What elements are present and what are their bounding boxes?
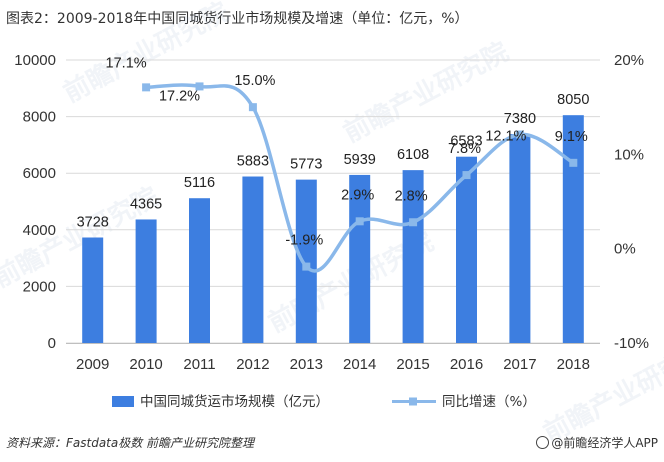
x-tick-2018: 2018 xyxy=(557,356,590,373)
x-axis: 2009 2010 2011 2012 2013 2014 2015 2016 2017 2018 xyxy=(76,356,590,373)
growth-marker-2017 xyxy=(515,130,524,139)
bar-label-2013: 5773 xyxy=(290,157,322,173)
bar-label-2010: 4365 xyxy=(130,196,162,212)
bar-2009 xyxy=(82,237,104,343)
y-tick-6000: 6000 xyxy=(23,165,56,182)
bar-label-2017: 7380 xyxy=(504,111,536,127)
x-tick-2015: 2015 xyxy=(396,356,429,373)
y-tick-4000: 4000 xyxy=(23,222,56,239)
growth-marker-2016 xyxy=(462,171,471,180)
bar-2016 xyxy=(456,156,477,343)
y2-tick-3: 20% xyxy=(614,52,644,69)
growth-marker-2014 xyxy=(355,217,364,226)
legend-line-label: 同比增速（%） xyxy=(442,394,536,410)
x-tick-2011: 2011 xyxy=(183,356,215,373)
x-tick-2017: 2017 xyxy=(503,356,536,373)
line-label-2017: 12.1% xyxy=(485,129,526,145)
bar-label-2018: 8050 xyxy=(557,92,589,108)
bar-2015 xyxy=(402,170,424,343)
bar-2018 xyxy=(562,115,584,343)
line-series xyxy=(142,82,578,273)
legend: 中国同城货运市场规模（亿元） 同比增速（%） xyxy=(112,393,536,410)
y-tick-10000: 10000 xyxy=(14,52,56,69)
line-label-2018: 9.1% xyxy=(555,129,588,145)
bar-series xyxy=(82,115,584,343)
bar-2011 xyxy=(189,198,210,343)
legend-bar-label: 中国同城货运市场规模（亿元） xyxy=(140,393,329,410)
bar-label-2009: 3728 xyxy=(77,214,109,230)
y-tick-8000: 8000 xyxy=(23,109,56,126)
x-tick-2016: 2016 xyxy=(450,356,483,373)
line-label-2010: 17.1% xyxy=(106,55,147,71)
line-label-2013: -1.9% xyxy=(285,233,323,249)
at-icon xyxy=(536,436,550,449)
y-tick-2000: 2000 xyxy=(23,278,56,295)
brand-credit: @前瞻经济学人APP xyxy=(536,434,658,451)
line-label-2016: 7.8% xyxy=(448,141,481,157)
growth-marker-2018 xyxy=(569,158,578,167)
bar-label-2016: 6583 xyxy=(450,134,482,150)
y-axis-right: -10% 0% 10% 20% xyxy=(614,52,649,352)
x-tick-2009: 2009 xyxy=(76,356,109,373)
x-tick-2014: 2014 xyxy=(343,356,376,373)
y-tick-0: 0 xyxy=(48,335,56,352)
line-label-2011: 17.2% xyxy=(159,88,200,104)
bar-label-2012: 5883 xyxy=(237,154,269,170)
bar-labels: 3728 4365 5116 5883 5773 5939 6108 6583 7380 8050 xyxy=(77,92,590,230)
y2-tick-0: -10% xyxy=(614,335,649,352)
line-label-2012: 15.0% xyxy=(234,73,275,89)
x-tick-2013: 2013 xyxy=(290,356,323,373)
y-axis-left: 0 2000 4000 6000 8000 10000 xyxy=(14,52,56,352)
bar-2017 xyxy=(509,134,531,343)
growth-line xyxy=(146,83,575,273)
source-note: 资料来源：Fastdata极数 前瞻产业研究院整理 xyxy=(6,436,255,450)
bar-2013 xyxy=(295,179,317,343)
y2-tick-1: 0% xyxy=(614,241,636,258)
bar-label-2014: 5939 xyxy=(344,152,376,168)
bar-label-2011: 5116 xyxy=(184,175,215,191)
y2-tick-2: 10% xyxy=(614,146,644,163)
bar-2010 xyxy=(135,219,157,343)
growth-marker-2015 xyxy=(409,218,418,227)
growth-marker-2013 xyxy=(302,262,311,271)
brand-text: @前瞻经济学人APP xyxy=(551,436,658,450)
line-label-2014: 2.9% xyxy=(341,187,374,203)
line-labels: 17.1% 17.2% 15.0% -1.9% 2.9% 2.8% 7.8%12.1% 9.1… xyxy=(106,55,588,248)
x-tick-2010: 2010 xyxy=(129,356,162,373)
legend-line-marker xyxy=(409,397,417,406)
bar-label-2015: 6108 xyxy=(397,147,429,163)
legend-bar-swatch xyxy=(112,396,134,407)
growth-marker-2012 xyxy=(248,103,257,112)
bar-2014 xyxy=(349,174,371,343)
growth-marker-2011 xyxy=(195,82,204,91)
bar-2012 xyxy=(242,176,264,343)
growth-marker-2010 xyxy=(142,83,151,92)
chart-title: 图表2：2009-2018年中国同城货行业市场规模及增速（单位：亿元，%） xyxy=(6,11,469,27)
x-tick-2012: 2012 xyxy=(236,356,269,373)
line-label-2015: 2.8% xyxy=(395,188,428,204)
watermark-4: 前瞻产业研究院 xyxy=(538,336,664,449)
